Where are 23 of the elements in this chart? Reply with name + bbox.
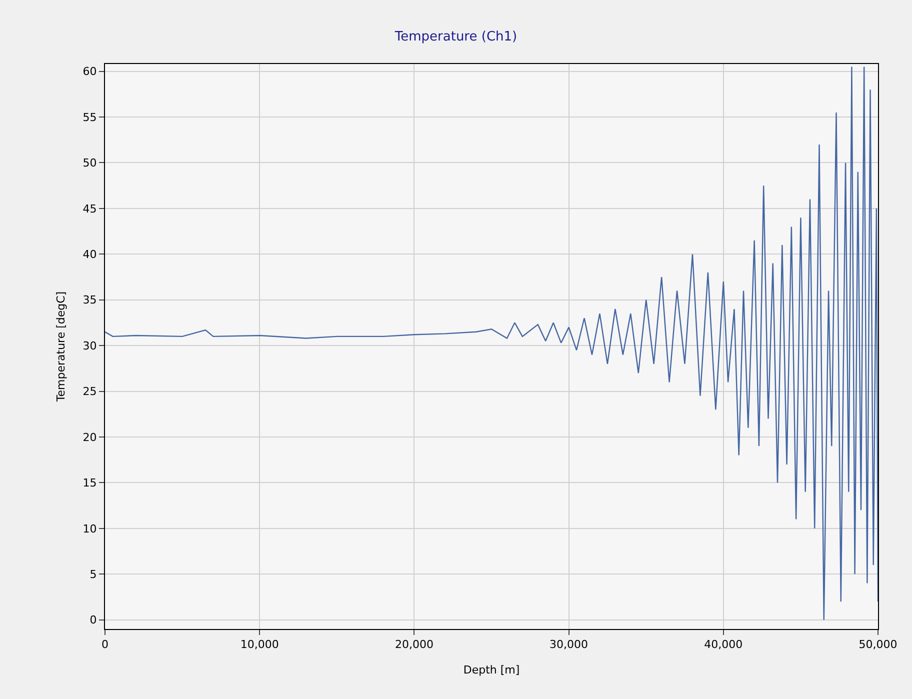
x-tick-label: 50,000 <box>858 638 898 652</box>
y-tick-label: 0 <box>90 614 97 627</box>
y-tick-label: 10 <box>82 522 97 536</box>
y-tick-label: 40 <box>82 248 97 262</box>
x-tick-label: 0 <box>102 638 108 652</box>
x-tick-label: 20,000 <box>394 638 434 652</box>
y-tick-label: 60 <box>82 65 97 78</box>
y-tick-label: 45 <box>82 202 97 216</box>
y-tick-label: 5 <box>90 568 97 581</box>
y-tick-label: 55 <box>82 110 97 124</box>
y-tick-label: 25 <box>82 385 97 398</box>
y-tick-label: 35 <box>82 294 97 307</box>
x-axis-title: Depth [m] <box>463 663 520 676</box>
chart-title: Temperature (Ch1) <box>394 30 518 45</box>
x-tick-label: 40,000 <box>704 638 743 652</box>
y-tick-label: 50 <box>82 156 97 170</box>
x-tick-label: 10,000 <box>240 638 279 652</box>
y-tick-label: 30 <box>82 339 97 352</box>
y-tick-label: 15 <box>82 476 97 490</box>
y-tick-label: 20 <box>82 430 97 444</box>
x-tick-label: 30,000 <box>550 638 588 652</box>
y-axis-title: Temperature [degC] <box>54 291 68 403</box>
line-series <box>105 66 878 620</box>
